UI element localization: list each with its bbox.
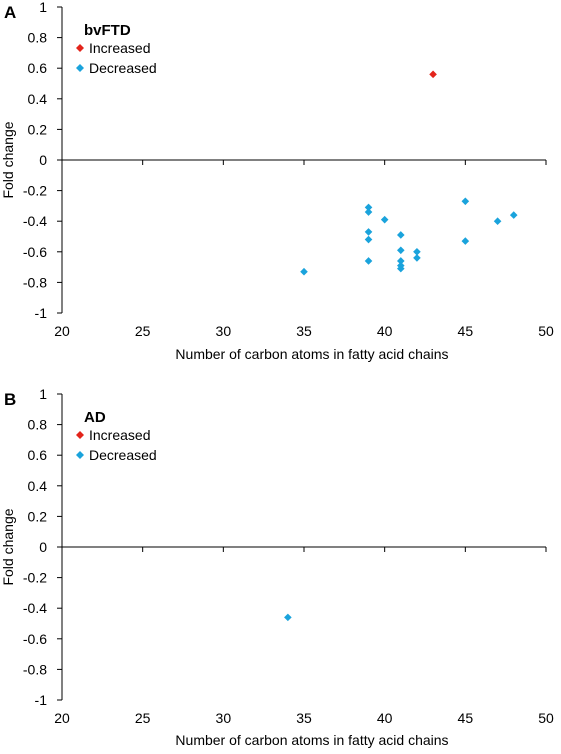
- y-tick-label: 0.2: [28, 121, 48, 137]
- y-tick-label: 0.6: [28, 60, 48, 76]
- y-tick-label: 0.4: [28, 478, 48, 494]
- y-tick-label: 0.8: [28, 30, 48, 46]
- y-axis-title: Fold change: [0, 508, 16, 585]
- y-tick-label: -0.2: [23, 183, 47, 199]
- legend-label-decreased: Decreased: [89, 447, 157, 463]
- x-tick-label: 20: [54, 323, 70, 339]
- y-tick-label: 0.2: [28, 508, 48, 524]
- data-point-decreased: [397, 231, 405, 239]
- legend-label-increased: Increased: [89, 40, 150, 56]
- y-tick-label: 0.4: [28, 91, 48, 107]
- data-point-decreased: [364, 203, 373, 212]
- data-point-decreased: [493, 217, 502, 225]
- y-tick-label: -0.4: [23, 600, 47, 616]
- x-tick-label: 40: [377, 710, 393, 726]
- x-axis-title: Number of carbon atoms in fatty acid cha…: [175, 346, 448, 362]
- x-tick-label: 45: [458, 710, 474, 726]
- x-tick-label: 25: [135, 323, 151, 339]
- data-point-decreased: [300, 267, 308, 276]
- y-tick-label: 0: [39, 539, 47, 555]
- data-point-decreased: [413, 248, 421, 256]
- data-point-decreased: [461, 197, 470, 206]
- data-point-decreased: [413, 254, 421, 262]
- panel-letter: B: [4, 390, 16, 409]
- data-point-decreased: [397, 246, 405, 255]
- y-tick-label: -0.2: [23, 570, 47, 586]
- legend-marker-increased: [76, 44, 84, 52]
- legend-marker-increased: [76, 431, 84, 439]
- x-tick-label: 40: [377, 323, 393, 339]
- legend-marker-decreased: [76, 64, 84, 72]
- data-point-increased: [429, 70, 437, 79]
- legend-marker-decreased: [76, 451, 84, 459]
- x-tick-label: 35: [296, 323, 312, 339]
- data-point-decreased: [364, 235, 373, 244]
- y-tick-label: -1: [35, 692, 48, 708]
- y-tick-label: -0.6: [23, 244, 47, 260]
- data-point-decreased: [461, 237, 470, 245]
- data-point-decreased: [509, 211, 518, 219]
- x-tick-label: 20: [54, 710, 70, 726]
- panel-letter: A: [4, 3, 16, 22]
- y-tick-label: -0.6: [23, 631, 47, 647]
- x-tick-label: 30: [216, 323, 232, 339]
- panel-title: AD: [84, 409, 106, 426]
- data-point-decreased: [364, 257, 373, 265]
- panel-title: bvFTD: [84, 22, 131, 39]
- data-point-decreased: [397, 264, 405, 273]
- data-point-decreased: [397, 257, 405, 265]
- data-point-decreased: [364, 228, 373, 236]
- y-axis-title: Fold change: [0, 121, 16, 198]
- x-tick-label: 25: [135, 710, 151, 726]
- data-point-decreased: [380, 215, 389, 224]
- y-tick-label: 0.6: [28, 447, 48, 463]
- y-tick-label: 1: [39, 386, 47, 402]
- legend-label-decreased: Decreased: [89, 60, 157, 76]
- y-tick-label: 0.8: [28, 417, 48, 433]
- x-axis-title: Number of carbon atoms in fatty acid cha…: [175, 732, 448, 748]
- y-tick-label: -0.8: [23, 274, 47, 290]
- y-tick-label: 1: [39, 0, 47, 15]
- data-point-decreased: [364, 208, 373, 216]
- panel-b: B AD 1 0.8 0.6 0.4 0.2 0 -0.2 -0.4 -0.6 -0.8 -1 20 25 3…: [0, 386, 554, 748]
- x-tick-label: 30: [216, 710, 232, 726]
- x-tick-label: 50: [538, 323, 554, 339]
- legend-label-increased: Increased: [89, 427, 150, 443]
- x-tick-label: 50: [538, 710, 554, 726]
- x-tick-label: 45: [458, 323, 474, 339]
- y-tick-label: 0: [39, 152, 47, 168]
- y-tick-label: -1: [35, 305, 48, 321]
- y-tick-label: -0.8: [23, 661, 47, 677]
- x-tick-label: 35: [296, 710, 312, 726]
- data-point-decreased: [284, 613, 292, 622]
- y-tick-label: -0.4: [23, 213, 47, 229]
